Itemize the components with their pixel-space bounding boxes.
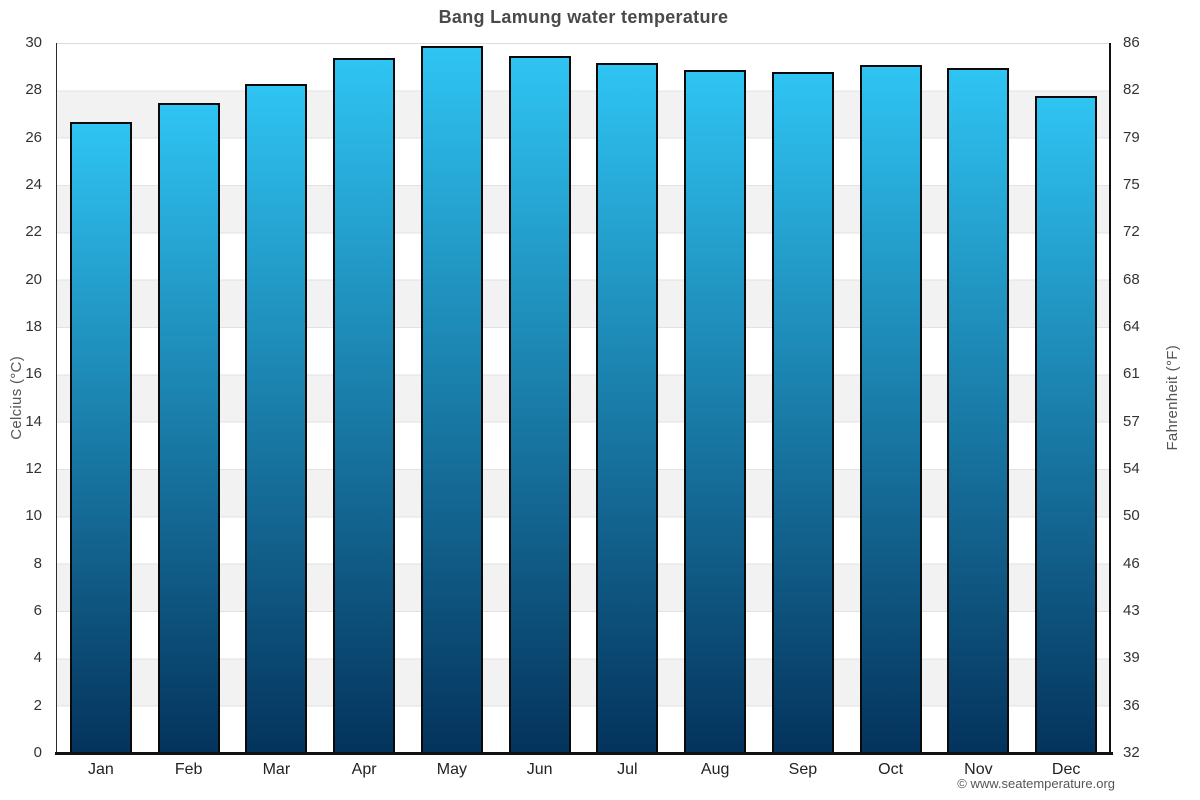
y-tick-left-22: 22 — [25, 223, 42, 241]
x-tick-aug: Aug — [700, 761, 730, 778]
y-tick-right-61: 61 — [1123, 365, 1140, 383]
y-tick-left-16: 16 — [25, 365, 42, 383]
y-tick-right-36: 36 — [1123, 696, 1140, 714]
y-tick-right-86: 86 — [1123, 34, 1140, 51]
x-axis-line — [55, 752, 1113, 755]
y-tick-right-68: 68 — [1123, 270, 1140, 288]
y-tick-left-20: 20 — [25, 270, 42, 288]
y-tick-left-10: 10 — [25, 507, 42, 525]
x-tick-apr: Apr — [351, 761, 377, 778]
x-tick-sep: Sep — [788, 761, 818, 778]
x-tick-oct: Oct — [878, 761, 904, 778]
y-tick-right-72: 72 — [1123, 223, 1140, 241]
bar-aug — [684, 70, 747, 754]
bar-oct — [859, 65, 922, 754]
plot-area — [57, 43, 1110, 754]
bar-dec — [1035, 96, 1098, 754]
copyright: © www.seatemperature.org — [957, 776, 1115, 791]
bar-nov — [947, 67, 1010, 754]
bar-mar — [245, 84, 308, 754]
bar-jun — [508, 55, 571, 754]
y-tick-right-39: 39 — [1123, 649, 1140, 667]
x-tick-feb: Feb — [174, 761, 203, 778]
y-tick-left-28: 28 — [25, 81, 42, 99]
x-axis-labels: Jan Feb Mar Apr May Jun Jul Aug Sep Oct Nov Dec — [57, 757, 1110, 783]
y-axis-right-title: Fahrenheit (°F) — [1163, 345, 1181, 451]
y-tick-right-43: 43 — [1123, 602, 1140, 619]
y-tick-right-57: 57 — [1123, 412, 1140, 430]
x-tick-jun: Jun — [526, 761, 553, 778]
chart-title: Bang Lamung water temperature — [438, 7, 729, 27]
y-axis-left-line — [56, 43, 57, 753]
y-tick-left-6: 6 — [33, 602, 42, 619]
bar-jan — [69, 122, 132, 754]
y-tick-left-2: 2 — [33, 696, 42, 714]
y-tick-right-46: 46 — [1123, 554, 1140, 572]
x-tick-nov: Nov — [964, 761, 993, 778]
x-tick-jul: Jul — [617, 761, 638, 778]
y-tick-left-4: 4 — [33, 649, 42, 667]
y-axis-right-title-box: Fahrenheit (°F) — [1159, 43, 1185, 753]
y-axis-left-title: Celcius (°C) — [7, 356, 25, 440]
x-tick-jan: Jan — [87, 761, 114, 778]
bar-jul — [596, 62, 659, 754]
y-tick-right-79: 79 — [1123, 128, 1140, 146]
y-tick-left-14: 14 — [25, 412, 42, 430]
y-tick-right-32: 32 — [1123, 744, 1140, 761]
bar-feb — [157, 103, 220, 754]
y-tick-left-18: 18 — [25, 318, 42, 335]
y-tick-left-30: 30 — [25, 34, 42, 51]
bar-sep — [771, 72, 834, 754]
y-axis-right-ticks: 86 82 79 75 72 68 64 61 57 54 50 46 43 39 36 32 — [1114, 34, 1174, 761]
y-tick-right-50: 50 — [1123, 507, 1140, 525]
y-tick-right-64: 64 — [1123, 318, 1140, 335]
x-tick-may: May — [436, 761, 467, 778]
y-tick-right-82: 82 — [1123, 81, 1140, 99]
y-axis-right-line — [1109, 43, 1111, 754]
bar-may — [420, 46, 483, 754]
y-tick-right-54: 54 — [1123, 460, 1140, 477]
y-axis-left-ticks: 30 28 26 24 22 20 18 16 14 12 10 8 6 4 2 0 — [0, 34, 50, 761]
y-tick-right-75: 75 — [1123, 176, 1140, 193]
y-tick-left-12: 12 — [25, 460, 42, 477]
x-tick-mar: Mar — [262, 761, 291, 778]
bar-apr — [333, 58, 396, 754]
y-tick-left-0: 0 — [33, 744, 42, 761]
y-axis-left-title-box: Celcius (°C) — [3, 43, 29, 753]
y-tick-left-26: 26 — [25, 128, 42, 146]
y-tick-left-24: 24 — [25, 176, 42, 193]
y-tick-left-8: 8 — [33, 554, 42, 572]
x-tick-dec: Dec — [1051, 761, 1081, 778]
